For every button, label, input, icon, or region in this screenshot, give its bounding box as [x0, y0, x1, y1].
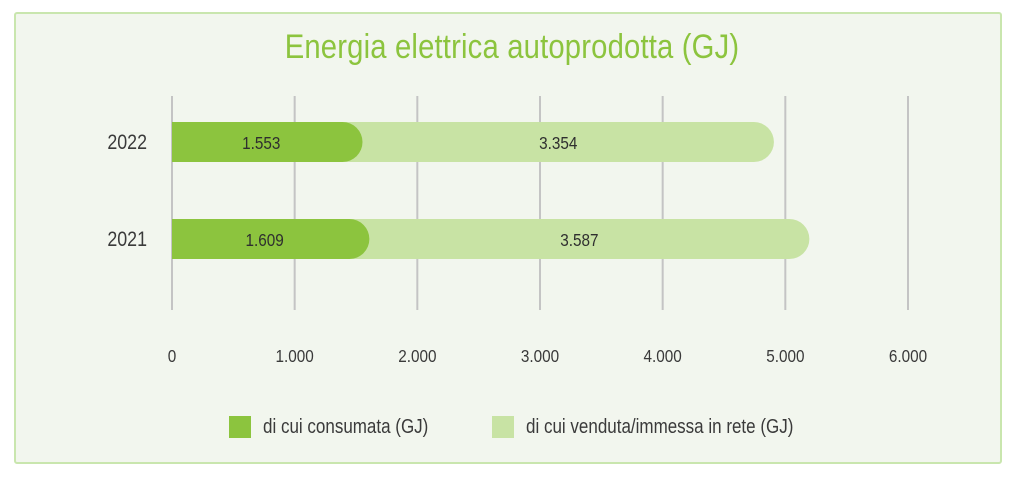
x-tick-label: 5.000	[766, 346, 804, 366]
legend-item-consumata: di cui consumata (GJ)	[229, 412, 458, 442]
chart-legend: di cui consumata (GJ) di cui venduta/imm…	[0, 412, 1024, 442]
x-tick-label: 6.000	[889, 346, 927, 366]
y-category-label: 2021	[107, 228, 147, 252]
x-tick-label: 4.000	[644, 346, 682, 366]
data-label-venduta: 3.354	[539, 133, 577, 153]
legend-swatch-venduta	[492, 416, 514, 438]
data-label-venduta: 3.587	[560, 230, 598, 250]
labels-layer: 0 1.000 2.000 3.000 4.000 5.000 6.000 2022 1.553…	[107, 131, 927, 367]
legend-label-consumata: di cui consumata (GJ)	[263, 415, 429, 438]
bar-consumata-2022	[172, 122, 363, 162]
bar-consumata-2021	[172, 219, 370, 259]
x-tick-label: 2.000	[398, 346, 436, 366]
x-tick-label: 3.000	[521, 346, 559, 366]
chart-title: Energia elettrica autoprodotta (GJ)	[284, 28, 740, 66]
legend-swatch-consumata	[229, 416, 251, 438]
x-tick-label: 0	[168, 346, 177, 366]
data-label-consumata: 1.553	[242, 133, 280, 153]
bars-layer	[172, 122, 810, 259]
legend-label-venduta: di cui venduta/immessa in rete (GJ)	[526, 415, 794, 438]
y-category-label: 2022	[107, 131, 147, 155]
data-label-consumata: 1.609	[246, 230, 284, 250]
x-tick-label: 1.000	[276, 346, 314, 366]
legend-item-venduta: di cui venduta/immessa in rete (GJ)	[492, 412, 841, 442]
